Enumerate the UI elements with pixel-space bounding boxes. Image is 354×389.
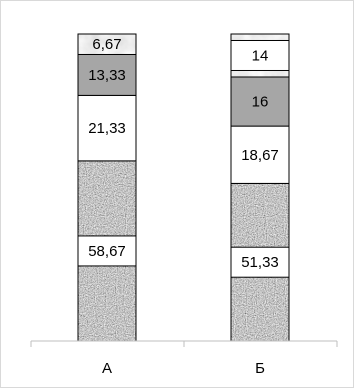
bar-segment-2-2: [230, 125, 290, 184]
data-label-box-1-1: [77, 235, 137, 267]
data-label-box-2-1: [230, 246, 290, 278]
data-label-box-2-4: [230, 39, 290, 71]
data-label-1-4: 6,67: [92, 36, 121, 53]
data-label-2-3: 16: [252, 94, 269, 111]
data-label-1-3: 13,33: [88, 67, 126, 84]
data-label-2-2: 18,67: [241, 147, 279, 164]
data-label-2-1: 51,33: [241, 254, 279, 271]
data-label-2-4: 14: [252, 47, 269, 64]
data-label-1-2: 21,33: [88, 120, 126, 137]
data-labels-layer: 58,67 21,33 13,33 6,67 51,33 18,67 16 14: [77, 36, 290, 278]
bar-segment-2-3: [230, 76, 290, 127]
data-label-1-1: 58,67: [88, 243, 126, 260]
x-tick-label-2: Б: [255, 360, 265, 377]
bar-segment-1-2: [77, 94, 137, 162]
x-tick-label-1: А: [102, 360, 112, 377]
bar-segment-outline-1-4: [77, 33, 137, 55]
